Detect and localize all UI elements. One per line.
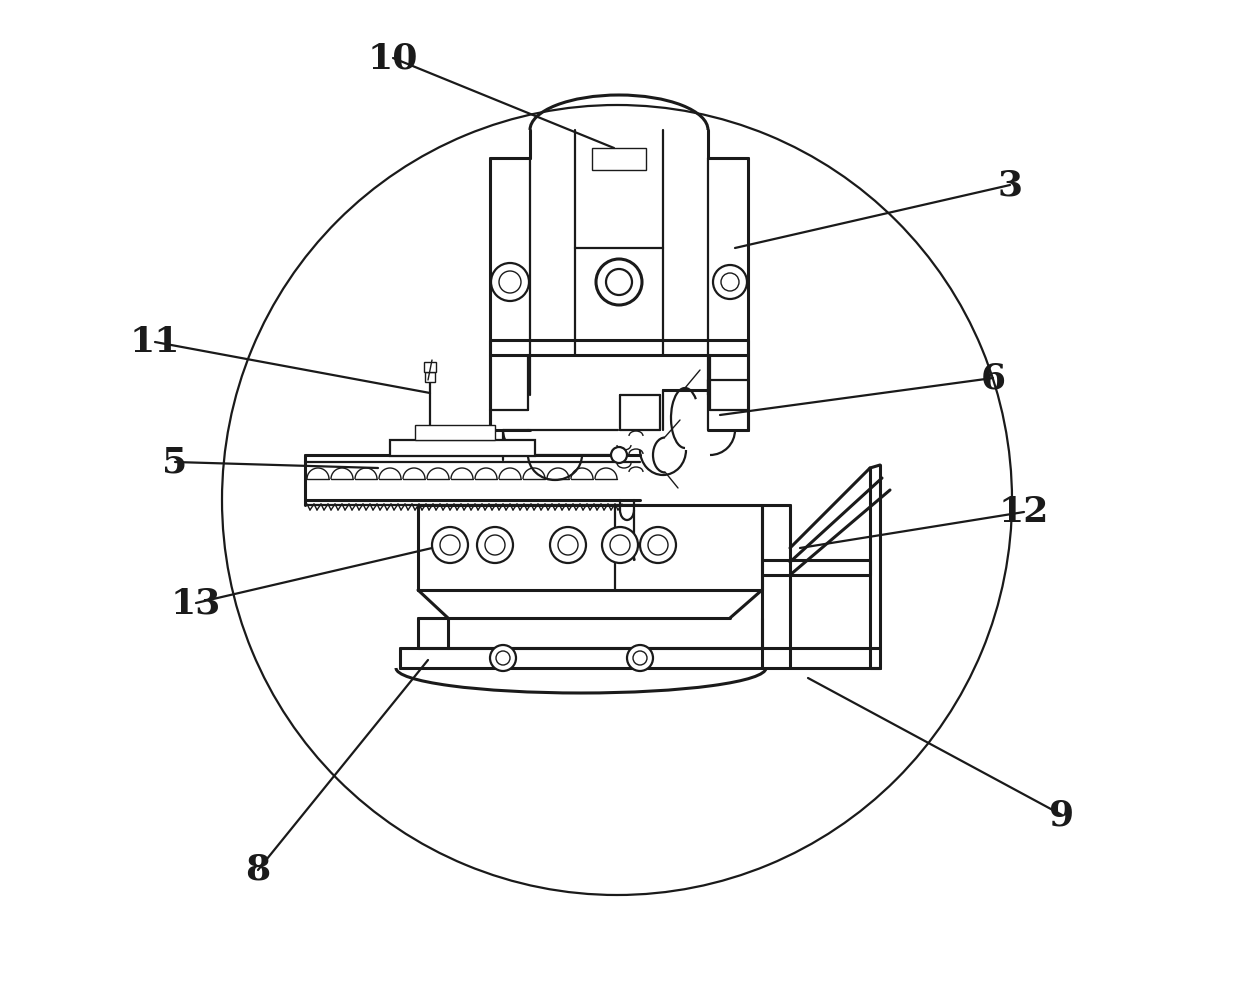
Circle shape: [496, 651, 510, 665]
Text: 3: 3: [997, 168, 1022, 202]
Bar: [425, 372, 435, 382]
Circle shape: [602, 527, 638, 563]
Bar: [424, 362, 436, 372]
Text: 6: 6: [980, 361, 1006, 395]
Circle shape: [440, 535, 460, 555]
Circle shape: [499, 271, 522, 293]
Circle shape: [610, 535, 629, 555]
Bar: [390, 440, 535, 456]
Circle shape: [477, 527, 513, 563]
Circle shape: [611, 447, 627, 463]
Circle shape: [648, 535, 668, 555]
Text: 13: 13: [171, 586, 222, 620]
Text: 10: 10: [368, 41, 419, 75]
Bar: [415, 425, 496, 440]
Circle shape: [558, 535, 579, 555]
Text: 11: 11: [130, 325, 180, 359]
Text: 9: 9: [1049, 798, 1074, 832]
Circle shape: [432, 527, 468, 563]
Circle shape: [550, 527, 586, 563]
Text: 8: 8: [245, 853, 270, 887]
Circle shape: [491, 263, 529, 301]
Circle shape: [721, 273, 738, 291]
Circle shape: [606, 269, 632, 295]
Circle shape: [641, 527, 676, 563]
Circle shape: [596, 259, 642, 305]
Circle shape: [633, 651, 647, 665]
Bar: [592, 148, 646, 170]
Text: 5: 5: [162, 445, 187, 479]
Circle shape: [489, 645, 515, 671]
Circle shape: [627, 645, 653, 671]
Circle shape: [712, 265, 747, 299]
Circle shape: [484, 535, 506, 555]
Text: 12: 12: [999, 495, 1049, 529]
